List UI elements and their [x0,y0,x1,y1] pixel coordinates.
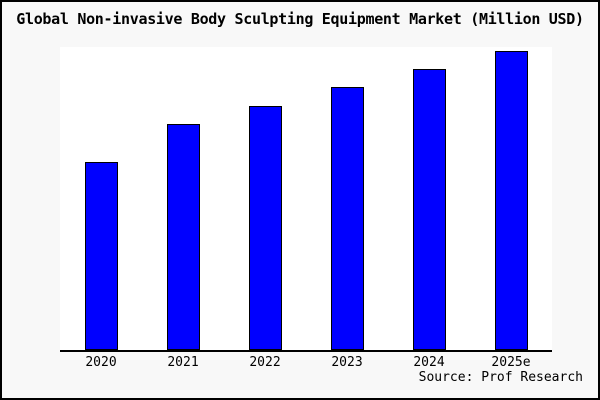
bar-2022 [248,106,282,350]
x-tick-label: 2022 [249,355,281,370]
bar-2021 [166,124,200,350]
bar-slot [388,47,470,350]
bar-2024 [412,69,446,350]
x-axis-labels: 2020 2021 2022 2023 2024 2025e [60,355,552,370]
bar-slot [224,47,306,350]
bar-2020 [84,162,118,350]
x-tick-label: 2023 [331,355,363,370]
bar-2023 [330,86,364,350]
chart-title: Global Non-invasive Body Sculpting Equip… [16,10,584,28]
bar-slot [142,47,224,350]
x-tick-label: 2021 [167,355,199,370]
source-note: Source: Prof Research [418,370,583,385]
bar-2025e [494,50,528,350]
plot-area [60,47,552,352]
bar-slot [470,47,552,350]
x-tick-label: 2020 [85,355,117,370]
bar-slot [60,47,142,350]
x-tick-label: 2024 [413,355,445,370]
bar-slot [306,47,388,350]
x-tick-label: 2025e [491,355,531,370]
